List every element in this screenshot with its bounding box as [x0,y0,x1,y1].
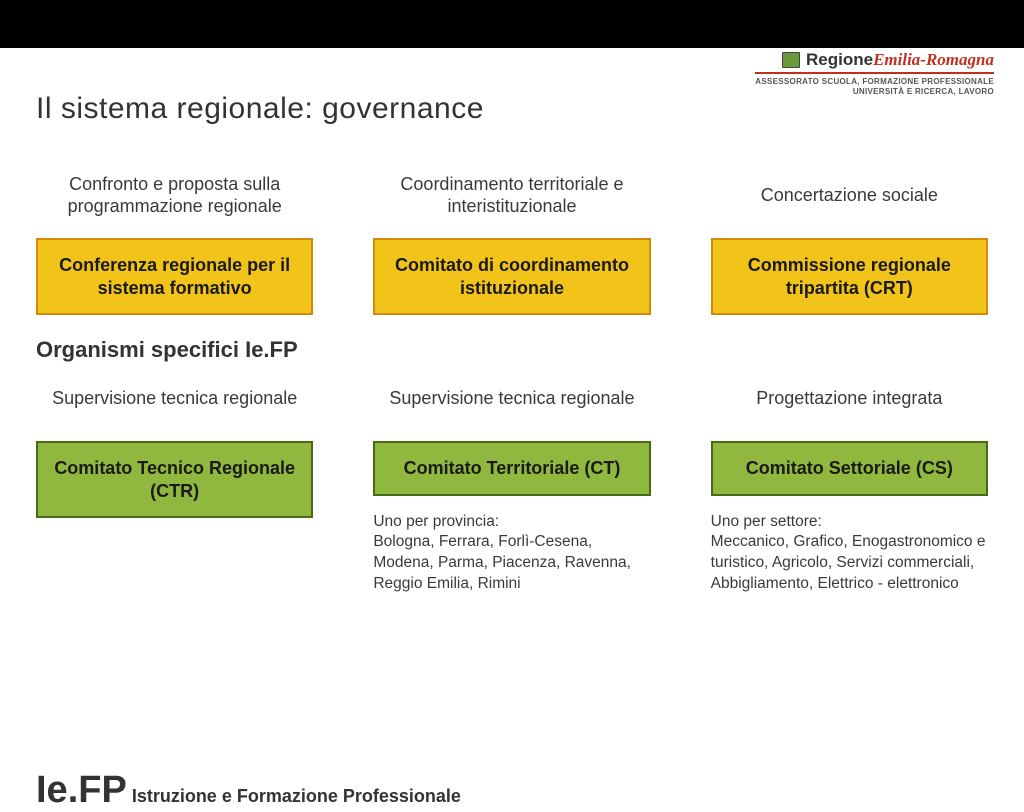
logo-text-red: Emilia-Romagna [873,50,994,69]
iefp-label-3: Progettazione integrata [756,375,942,421]
iefp-row: Supervisione tecnica regionale Comitato … [36,375,988,595]
gov-label-1: Confronto e proposta sulla programmazion… [36,172,313,218]
gov-label-3: Concertazione sociale [761,172,938,218]
logo-main: RegioneEmilia-Romagna [755,50,994,70]
logo-text-black: Regione [806,50,873,69]
top-black-bar [0,0,1024,48]
iefp-label-2: Supervisione tecnica regionale [389,375,634,421]
section-heading-iefp: Organismi specifici Ie.FP [36,337,988,363]
slide-content: RegioneEmilia-Romagna ASSESSORATO SCUOLA… [0,48,1024,768]
gov-label-2: Coordinamento territoriale e interistitu… [373,172,650,218]
iefp-box-cs: Comitato Settoriale (CS) [711,441,988,496]
logo-text: RegioneEmilia-Romagna [806,50,994,70]
iefp-box-ct: Comitato Territoriale (CT) [373,441,650,496]
footer-iefp: Ie.FP Istruzione e Formazione Profession… [36,769,461,812]
governance-row: Confronto e proposta sulla programmazion… [36,172,988,315]
iefp-col-1: Supervisione tecnica regionale Comitato … [36,375,313,595]
gov-box-comitato-coord: Comitato di coordinamento istituzionale [373,238,650,315]
footer-rest: Istruzione e Formazione Professionale [127,786,461,806]
iefp-note-2: Uno per provincia:Bologna, Ferrara, Forl… [373,512,650,596]
iefp-note-3: Uno per settore:Meccanico, Grafico, Enog… [711,512,988,596]
gov-box-crt: Commissione regionale tripartita (CRT) [711,238,988,315]
logo-block: RegioneEmilia-Romagna ASSESSORATO SCUOLA… [755,50,994,96]
page-title: Il sistema regionale: governance [36,92,988,126]
iefp-box-ctr: Comitato Tecnico Regionale (CTR) [36,441,313,518]
iefp-label-1: Supervisione tecnica regionale [52,375,297,421]
logo-subtitle-1: ASSESSORATO SCUOLA, FORMAZIONE PROFESSIO… [755,77,994,87]
gov-col-1: Confronto e proposta sulla programmazion… [36,172,313,315]
logo-subtitle-2: UNIVERSITÀ E RICERCA, LAVORO [755,87,994,97]
footer-big: Ie.FP [36,769,127,811]
gov-box-conferenza: Conferenza regionale per il sistema form… [36,238,313,315]
gov-col-2: Coordinamento territoriale e interistitu… [373,172,650,315]
iefp-col-2: Supervisione tecnica regionale Comitato … [373,375,650,595]
iefp-col-3: Progettazione integrata Comitato Settori… [711,375,988,595]
gov-col-3: Concertazione sociale Commissione region… [711,172,988,315]
logo-divider [755,72,994,74]
regione-square-icon [782,52,800,68]
